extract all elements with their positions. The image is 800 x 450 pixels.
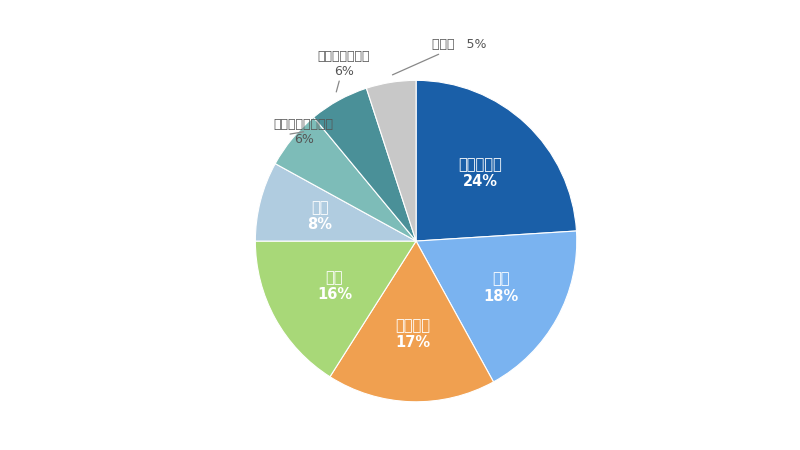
Text: 留学
8%: 留学 8% [307,200,332,233]
Wedge shape [366,81,416,241]
Text: 部活
18%: 部活 18% [483,271,518,304]
Wedge shape [416,231,577,382]
Text: 学業
16%: 学業 16% [317,270,352,302]
Text: アルバイト
24%: アルバイト 24% [458,157,502,189]
Text: 長期インターン
6%: 長期インターン 6% [318,50,370,92]
Wedge shape [314,88,416,241]
Text: サークル
17%: サークル 17% [395,318,430,351]
Wedge shape [275,117,416,241]
Wedge shape [416,81,577,241]
Text: 学園祭実行委員会
6%: 学園祭実行委員会 6% [274,118,334,146]
Text: その他   5%: その他 5% [393,39,486,75]
Wedge shape [255,164,416,241]
Wedge shape [255,241,416,377]
Wedge shape [330,241,494,402]
